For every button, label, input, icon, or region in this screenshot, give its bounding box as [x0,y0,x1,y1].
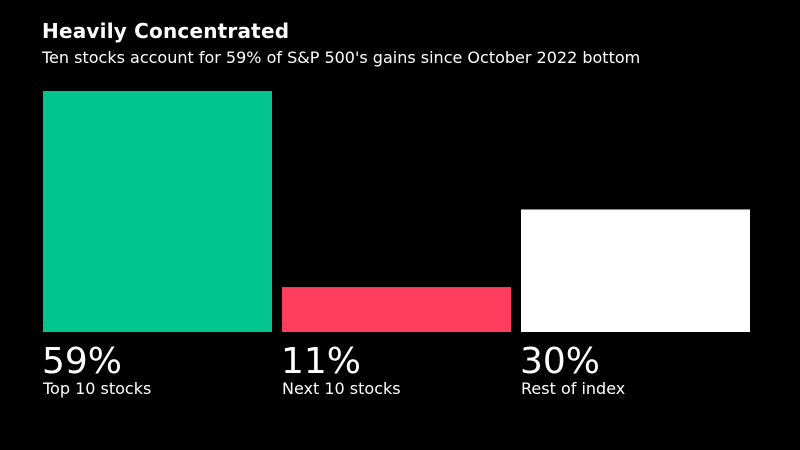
bar-top-10-stocks [43,91,272,332]
value-label: 11% [281,341,361,382]
bar-rest-of-index [521,209,750,332]
chart-title: Heavily Concentrated [42,19,290,43]
category-label: Top 10 stocks [42,379,151,398]
chart-subtitle: Ten stocks account for 59% of S&P 500's … [42,48,641,67]
value-label: 30% [520,341,600,382]
value-label: 59% [42,341,122,382]
category-label: Next 10 stocks [282,379,401,398]
category-label: Rest of index [521,379,625,398]
bar-next-10-stocks [282,287,511,332]
